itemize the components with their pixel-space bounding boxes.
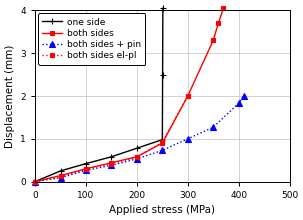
Y-axis label: Displacement (mm): Displacement (mm) — [5, 44, 15, 148]
both sides — [186, 95, 190, 97]
both sides el-pl — [135, 156, 139, 158]
Legend: one side, both sides, both sides + pin, both sides el-pl: one side, both sides, both sides + pin, … — [38, 13, 145, 65]
both sides el-pl — [84, 168, 88, 171]
both sides + pin — [161, 149, 164, 152]
one side — [135, 147, 139, 150]
Line: one side: one side — [32, 5, 166, 185]
both sides — [135, 155, 139, 158]
both sides — [110, 161, 113, 164]
Line: both sides: both sides — [33, 6, 226, 184]
Line: both sides + pin: both sides + pin — [32, 93, 247, 184]
one side — [161, 73, 165, 76]
both sides + pin — [211, 126, 215, 128]
one side — [33, 180, 37, 183]
both sides + pin — [33, 180, 37, 183]
both sides — [33, 180, 37, 183]
both sides el-pl — [59, 175, 62, 178]
both sides — [211, 39, 215, 42]
one side — [84, 162, 88, 165]
both sides — [59, 174, 62, 177]
one side — [110, 155, 113, 158]
both sides el-pl — [186, 95, 190, 97]
both sides + pin — [186, 138, 190, 140]
both sides — [84, 167, 88, 170]
both sides — [161, 142, 164, 144]
both sides + pin — [242, 95, 245, 97]
one side — [161, 138, 164, 141]
X-axis label: Applied stress (MPa): Applied stress (MPa) — [109, 205, 215, 215]
both sides + pin — [84, 169, 88, 172]
both sides + pin — [237, 102, 241, 104]
both sides el-pl — [33, 180, 37, 183]
both sides + pin — [110, 164, 113, 167]
both sides + pin — [59, 176, 62, 179]
one side — [59, 170, 62, 172]
one side — [161, 7, 165, 10]
both sides el-pl — [161, 141, 164, 143]
both sides el-pl — [110, 162, 113, 165]
both sides + pin — [135, 158, 139, 160]
Line: both sides el-pl: both sides el-pl — [33, 94, 190, 184]
both sides — [216, 22, 220, 25]
both sides — [221, 7, 225, 10]
